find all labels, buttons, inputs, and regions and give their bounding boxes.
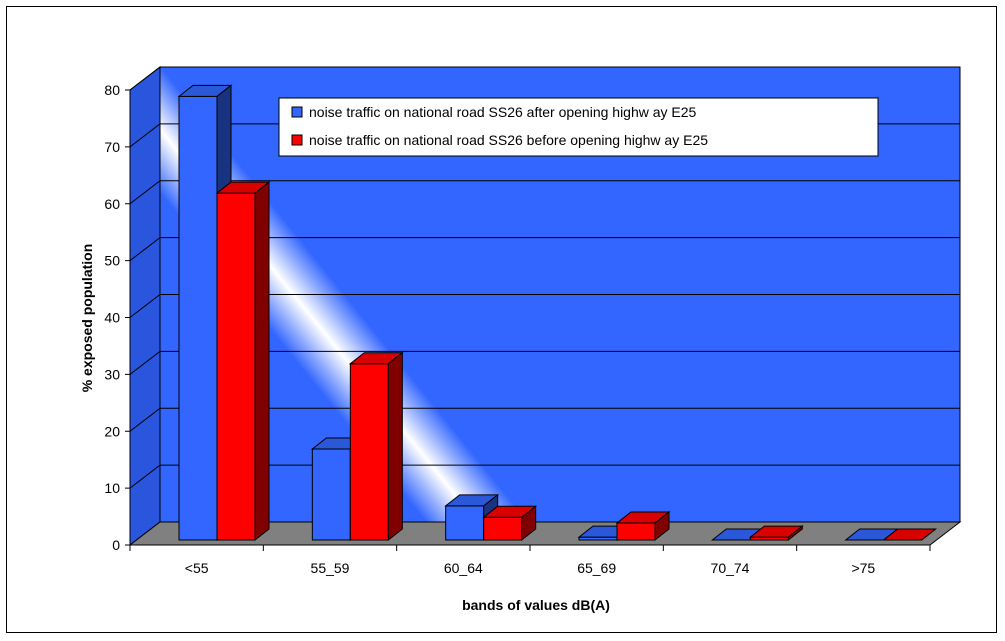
y-axis-title: % exposed population (79, 244, 95, 393)
y-tick-labels: 0 10 20 30 40 50 60 70 80 (104, 82, 120, 553)
y-tick-label: 60 (104, 196, 120, 212)
bar-side (787, 525, 803, 542)
bars (177, 84, 938, 542)
gridline-side (129, 180, 161, 205)
legend-swatch-before (291, 134, 303, 146)
axes (125, 89, 931, 551)
y-tick-label: 70 (104, 139, 120, 155)
bar-side (254, 181, 270, 542)
legend-label-before: noise traffic on national road SS26 befo… (309, 132, 708, 148)
legend-label-after: noise traffic on national road SS26 afte… (309, 104, 697, 120)
gridline-side (129, 123, 161, 148)
legend-box (278, 97, 879, 157)
bar-side (521, 505, 537, 542)
y-tick-label: 30 (104, 366, 120, 382)
bar-side (921, 528, 936, 541)
x-tick-label: 60_64 (444, 560, 483, 576)
bar-front (216, 192, 256, 541)
gridline-side (129, 237, 161, 262)
gridline-side (129, 66, 161, 91)
bar-front (483, 516, 523, 541)
x-tick-labels: <55 55_59 60_64 65_69 70_74 >75 (185, 560, 876, 576)
bar-side (654, 510, 670, 542)
x-tick-label: 65_69 (577, 560, 616, 576)
x-axis-title: bands of values dB(A) (462, 597, 610, 613)
legend: noise traffic on national road SS26 afte… (278, 97, 879, 157)
gridline-side (129, 350, 161, 375)
y-tick-label: 20 (104, 423, 120, 439)
x-tick-label: <55 (185, 560, 209, 576)
legend-swatch-after (291, 106, 303, 118)
bar-front (616, 522, 656, 541)
y-tick-label: 10 (104, 480, 120, 496)
x-tick-label: 70_74 (711, 560, 750, 576)
bar-front (311, 448, 351, 541)
bar-front (178, 95, 218, 541)
bar-front (349, 363, 389, 541)
gridline-side (129, 464, 161, 489)
y-tick-label: 40 (104, 310, 120, 326)
bar-front (445, 505, 485, 541)
y-tick-label: 0 (112, 537, 120, 553)
x-tick-label: >75 (851, 560, 875, 576)
gridline-side (129, 294, 161, 318)
y-tick-label: 50 (104, 253, 120, 269)
y-tick-label: 80 (104, 82, 120, 98)
x-tick-label: 55_59 (311, 560, 350, 576)
gridline-side (129, 407, 161, 432)
bar-side (387, 351, 403, 542)
